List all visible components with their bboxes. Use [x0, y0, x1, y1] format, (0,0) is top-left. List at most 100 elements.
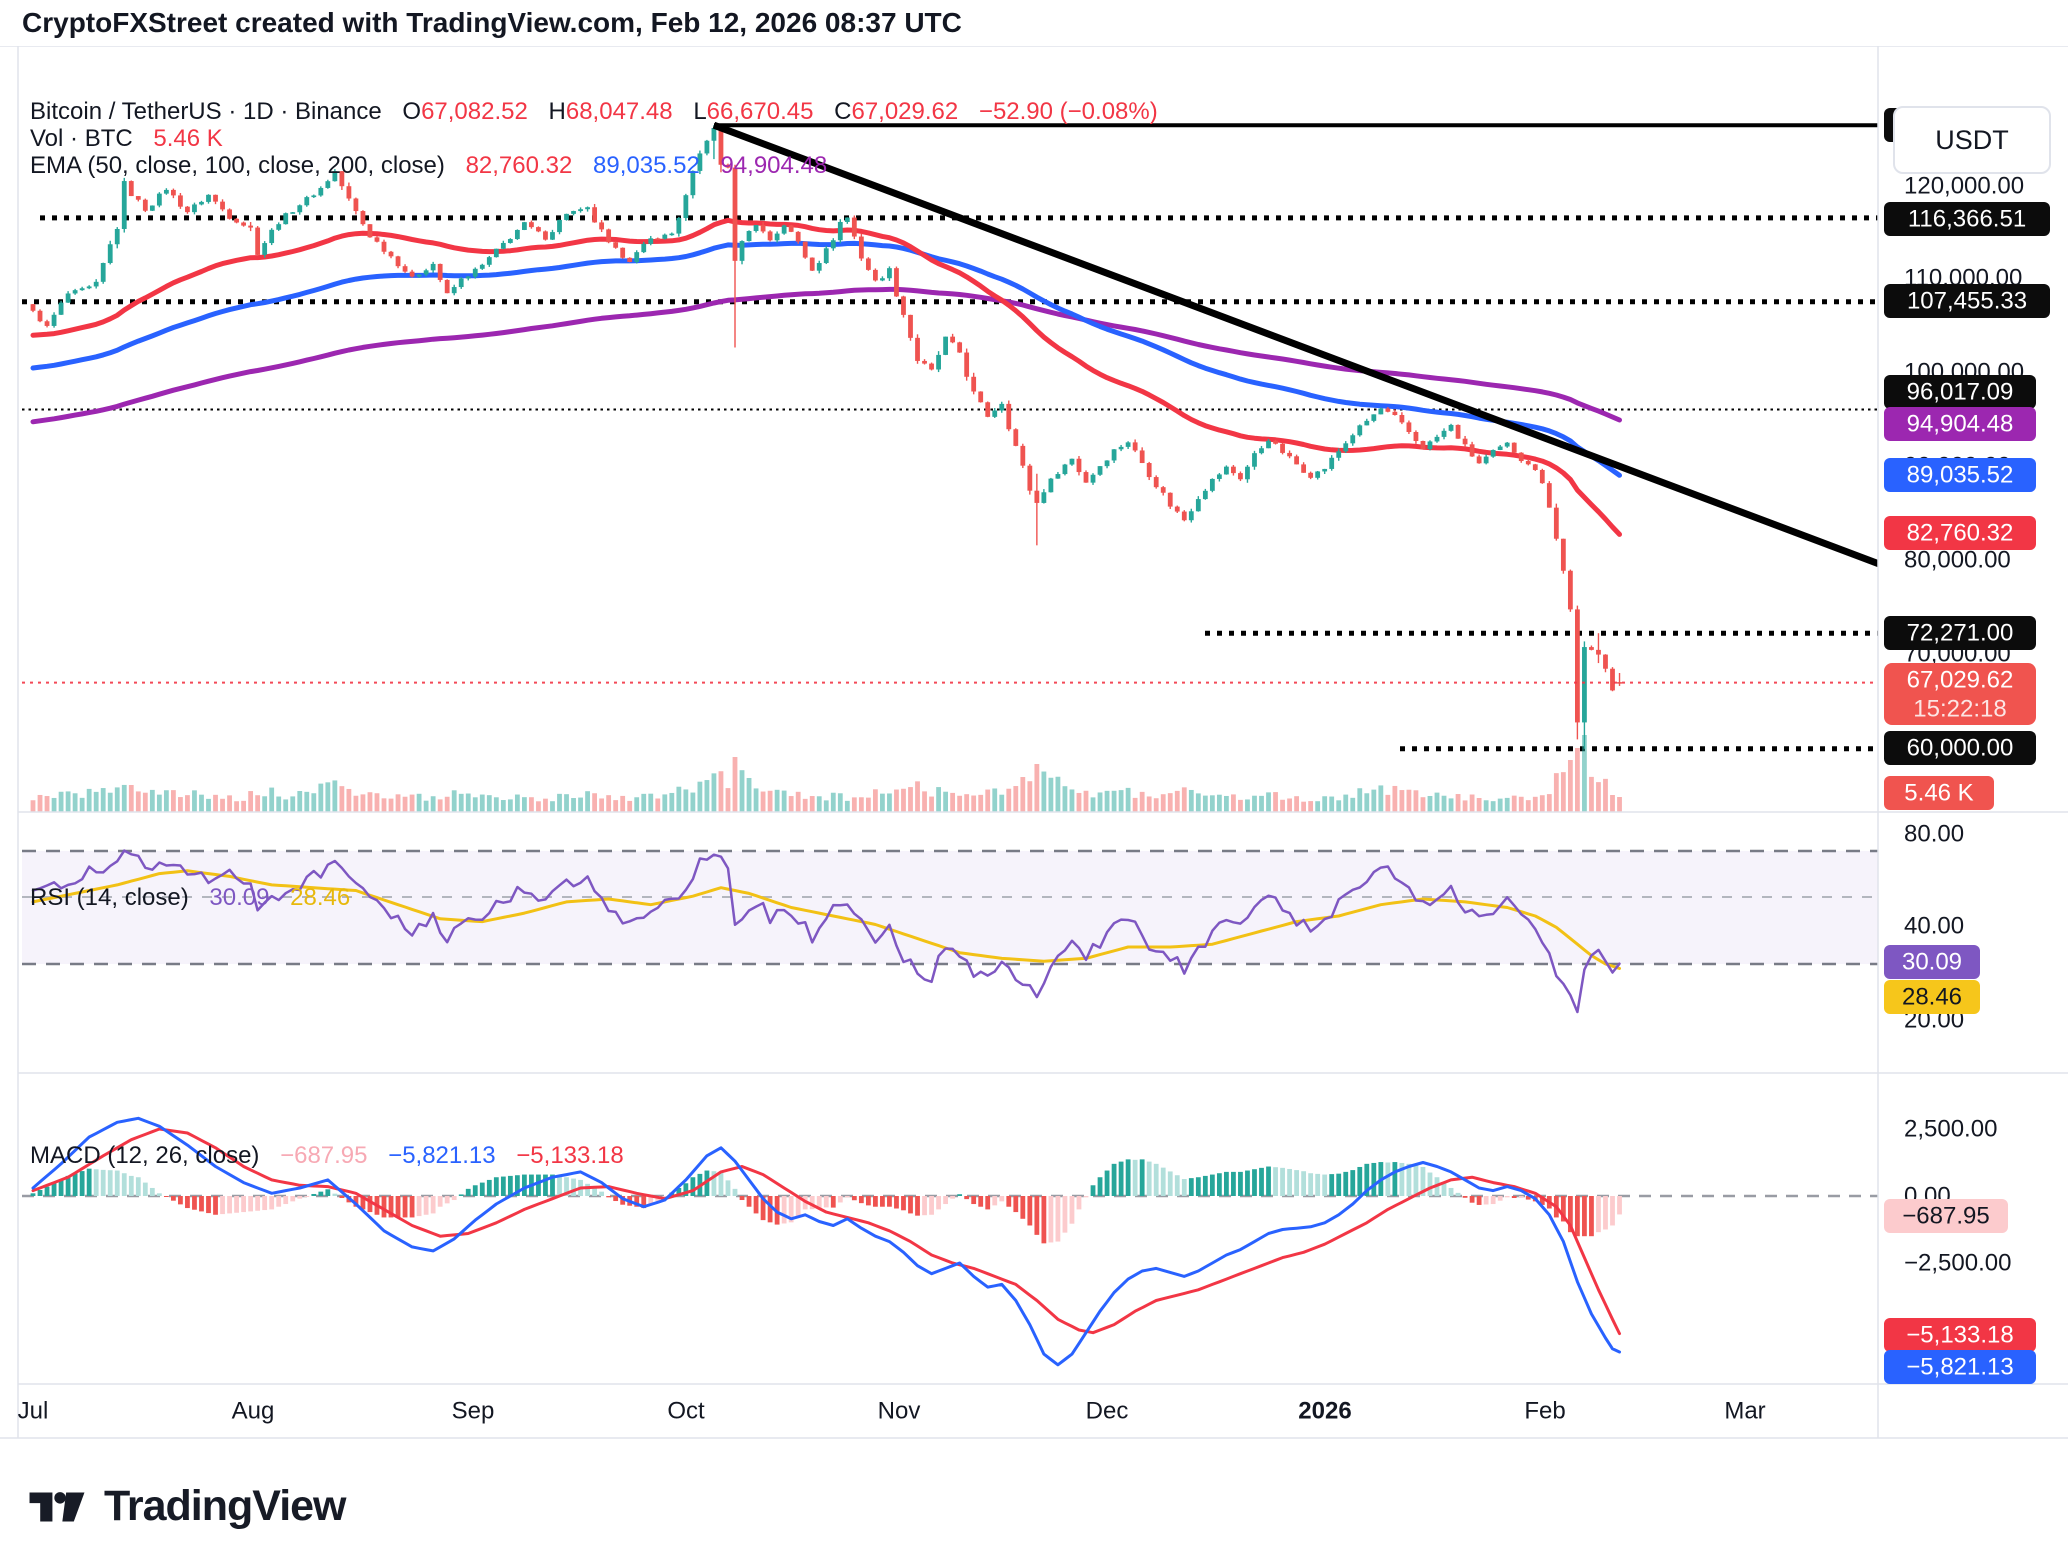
candle-body [304, 197, 310, 206]
candle-body [325, 181, 331, 188]
price-axis-badge [1884, 458, 2036, 492]
candle-body [1532, 464, 1538, 470]
currency-toggle-button[interactable]: USDT [1893, 106, 2051, 174]
macd-histogram-bar [171, 1196, 176, 1201]
volume-bar [1420, 797, 1426, 812]
candle-body [1294, 456, 1299, 465]
candle-body [606, 229, 612, 243]
candle-body [1469, 444, 1475, 457]
rsi-line [31, 849, 1621, 1014]
volume-bar [360, 794, 366, 812]
macd-histogram-bar [1343, 1171, 1349, 1196]
macd-histogram-bar [1181, 1179, 1187, 1196]
candle-body [374, 237, 380, 242]
candle-body [550, 232, 555, 240]
volume-bar [802, 798, 808, 812]
volume-bar [1132, 797, 1138, 812]
macd-histogram-bar [1266, 1166, 1271, 1196]
macd-histogram-bar [206, 1196, 211, 1214]
descending-trendline[interactable] [712, 121, 1892, 572]
rsi-axis-label: 80.00 [1904, 821, 1964, 848]
candle-body [795, 231, 801, 242]
volume-bar [957, 795, 963, 812]
time-axis[interactable]: Jul Aug Sep Oct Nov Dec 2026 Feb Mar [18, 1398, 1766, 1425]
macd-histogram-bar [1308, 1173, 1314, 1196]
candle-body [1167, 492, 1173, 507]
macd-histogram-bar [199, 1196, 204, 1212]
price-axis-badge-text: 89,035.52 [1907, 462, 2014, 489]
volume-bar [1224, 795, 1229, 812]
macd-histogram-bar [1280, 1167, 1285, 1196]
volume-bar [311, 793, 317, 812]
attribution-bar: CryptoFXStreet created with TradingView.… [0, 0, 2068, 46]
macd-histogram-bar [1167, 1171, 1173, 1196]
price-axis-badge-text: 94,904.48 [1907, 411, 2014, 438]
candle-body [1287, 452, 1292, 457]
candle-body [472, 268, 478, 277]
ema200-line [30, 286, 1622, 425]
volume-bar [1083, 790, 1089, 812]
volume-bar [1231, 794, 1236, 812]
candle-body [1413, 431, 1419, 441]
volume-bar [894, 789, 899, 812]
volume-bar [844, 800, 850, 812]
macd-histogram-bar [100, 1169, 106, 1196]
volume-bar [1546, 794, 1552, 812]
macd-histogram-bar [1582, 1196, 1587, 1237]
candle-body [634, 252, 640, 262]
price-axis[interactable]: 120,000.00110,000.00100,000.0090,000.008… [0, 46, 2068, 1560]
macd-histogram-bar [156, 1193, 162, 1196]
volume-bar [1287, 798, 1292, 812]
volume-bar [1553, 773, 1559, 812]
volume-bar [1315, 801, 1321, 812]
macd-histogram-bar [1490, 1196, 1496, 1205]
volume-bar [135, 791, 141, 812]
candle-body [1575, 609, 1580, 723]
macd-histogram-bar [1315, 1173, 1321, 1196]
candle-body [1076, 458, 1082, 473]
volume-bar [192, 790, 197, 812]
macd-histogram-bar [1216, 1173, 1222, 1196]
volume-bar [451, 790, 457, 812]
macd-histogram-bar [865, 1196, 871, 1206]
candle-body [1336, 451, 1342, 458]
chart-canvas[interactable]: 120,000.00110,000.00100,000.0090,000.008… [0, 46, 2068, 1560]
candle-body [929, 363, 934, 370]
volume-bar [1048, 777, 1054, 812]
volume-bar [374, 793, 380, 812]
candle-body [65, 293, 71, 303]
volume-bar [276, 796, 282, 812]
volume-bar [1483, 800, 1489, 812]
candle-body [339, 171, 345, 187]
candle-body [529, 222, 534, 228]
current-price-badge-price: 67,029.62 [1907, 667, 2014, 694]
volume-bar [1378, 785, 1384, 812]
macd-histogram-bar [992, 1196, 998, 1206]
candle-body [753, 224, 759, 232]
macd-histogram-bar [276, 1196, 282, 1207]
candle-body [100, 263, 106, 282]
macd-histogram-bar [290, 1196, 296, 1202]
tradingview-wordmark: TradingView [104, 1482, 346, 1530]
attribution-text: CryptoFXStreet created with TradingView.… [22, 7, 962, 38]
tradingview-logo[interactable]: TradingView [28, 1482, 346, 1531]
candle-body [1209, 478, 1215, 491]
candle-body [458, 278, 464, 288]
macd-histogram-bar [1469, 1196, 1475, 1203]
macd-histogram-bar [1027, 1196, 1033, 1226]
macd-histogram-bar [1504, 1196, 1510, 1198]
macd-histogram-bar [1329, 1174, 1335, 1196]
candle-body [346, 186, 352, 199]
volume-bar [1097, 792, 1103, 812]
candle-body [1181, 511, 1187, 521]
volume-bar [809, 796, 815, 812]
macd-histogram-bar [1209, 1174, 1215, 1196]
candle-body [514, 229, 520, 240]
macd-histogram-bar [1603, 1196, 1608, 1230]
volume-bar [325, 782, 331, 812]
candle-body [206, 194, 211, 202]
volume-bar [163, 790, 169, 812]
volume-bar [774, 789, 780, 812]
candle-body [192, 204, 197, 213]
candle-body [880, 278, 885, 281]
